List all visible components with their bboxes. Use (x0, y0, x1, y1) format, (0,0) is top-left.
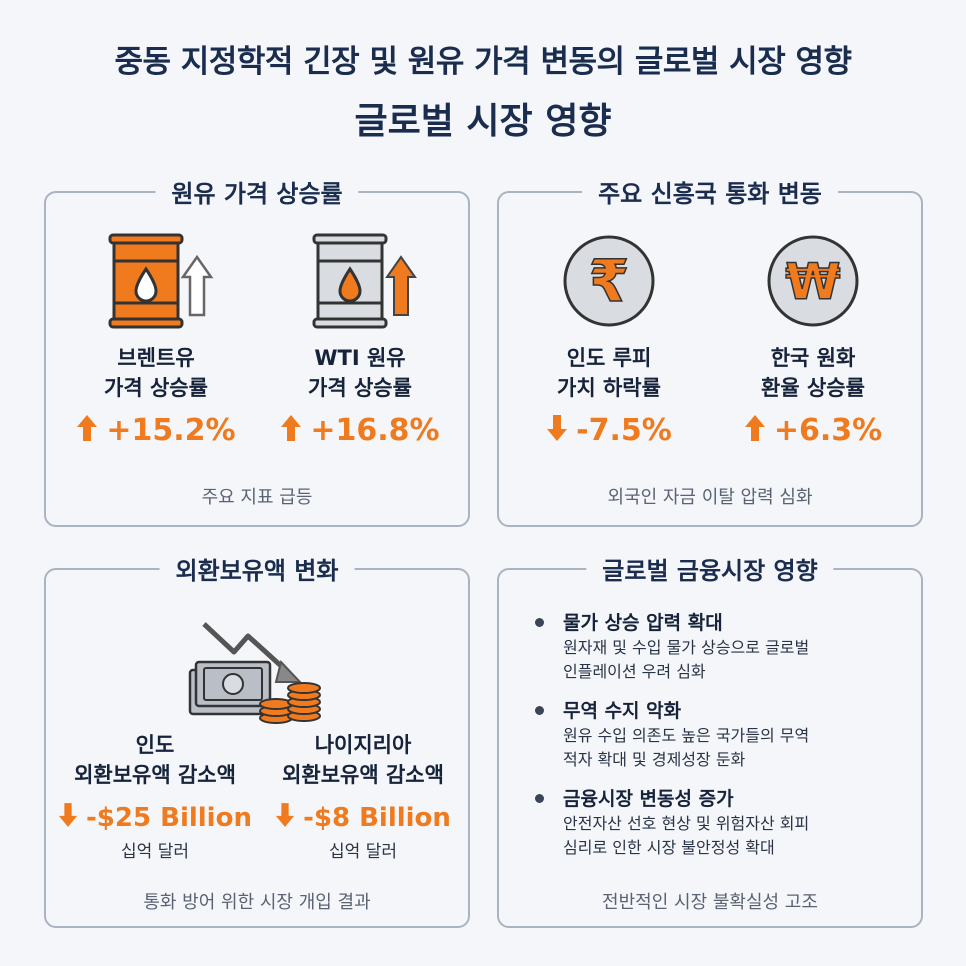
bullet-dot (535, 794, 544, 803)
wti-value: +16.8% (260, 413, 460, 448)
oil-barrel-orange-icon (108, 233, 214, 329)
nigeria-label-line2: 외환보유액 감소액 (282, 763, 444, 787)
nigeria-unit: 십억 달러 (329, 842, 397, 862)
wti-label-line1: WTI 원유 (314, 346, 406, 370)
oil-panel-title: 원유 가격 상승률 (155, 174, 359, 209)
impact-item-line1: 안전자산 선호 현상 및 위험자산 회피 (563, 814, 810, 833)
down-arrow-icon (275, 803, 295, 827)
impact-item-head: 무역 수지 악화 (563, 700, 682, 722)
impact-panel-footer: 전반적인 시장 불확실성 고조 (602, 892, 818, 913)
india-label-line2: 외환보유액 감소액 (74, 763, 236, 787)
brent-label-line1: 브렌트유 (117, 346, 195, 370)
impact-item-line1: 원자재 및 수입 물가 상승으로 글로벌 (563, 638, 810, 657)
impact-list: 물가 상승 압력 확대 원자재 및 수입 물가 상승으로 글로벌 인플레이션 우… (531, 610, 901, 874)
bullet-dot (535, 706, 544, 715)
currency-panel-footer: 외국인 자금 이탈 압력 심화 (607, 487, 813, 508)
up-arrow-icon (744, 415, 765, 441)
nigeria-value: -$8 Billion (260, 802, 466, 833)
oil-panel-footer: 주요 지표 급등 (201, 487, 313, 508)
inr-value-text: -7.5% (576, 413, 672, 448)
india-reserve-column: 인도 외환보유액 감소액 -$25 Billion 십억 달러 (52, 730, 258, 862)
impact-panel-title: 글로벌 금융시장 영향 (586, 551, 834, 586)
inr-label-line1: 인도 루피 (566, 346, 652, 370)
impact-item-head: 물가 상승 압력 확대 (563, 612, 723, 634)
inr-column: ₹ 인도 루피 가치 하락률 -7.5% (509, 233, 709, 448)
won-coin-icon: ₩ (767, 235, 859, 327)
list-item: 무역 수지 악화 원유 수입 의존도 높은 국가들의 무역 적자 확대 및 경제… (531, 698, 901, 772)
impact-item-head: 금융시장 변동성 증가 (563, 788, 734, 810)
down-arrow-icon (547, 415, 568, 441)
wti-label-line2: 가격 상승률 (308, 376, 412, 400)
reserves-panel-title: 외환보유액 변화 (159, 551, 355, 586)
page-title: 중동 지정학적 긴장 및 원유 가격 변동의 글로벌 시장 영향 (114, 44, 852, 80)
currency-panel-title: 주요 신흥국 통화 변동 (582, 174, 838, 209)
page-subtitle: 글로벌 시장 영향 (354, 101, 612, 142)
won-symbol: ₩ (785, 253, 840, 311)
currency-panel: 주요 신흥국 통화 변동 ₹ 인도 루피 가치 하락률 -7.5% ₩ 한국 원… (497, 174, 923, 527)
wti-value-text: +16.8% (310, 413, 440, 448)
krw-label-line2: 환율 상승률 (761, 376, 865, 400)
nigeria-reserve-column: 나이지리아 외환보유액 감소액 -$8 Billion 십억 달러 (260, 730, 466, 862)
list-item: 금융시장 변동성 증가 안전자산 선호 현상 및 위험자산 회피 심리로 인한 … (531, 786, 901, 860)
rupee-symbol: ₹ (589, 247, 629, 315)
krw-label-line1: 한국 원화 (770, 346, 856, 370)
impact-item-line2: 심리로 인한 시장 불안정성 확대 (563, 838, 775, 857)
india-unit: 십억 달러 (121, 842, 189, 862)
list-item: 물가 상승 압력 확대 원자재 및 수입 물가 상승으로 글로벌 인플레이션 우… (531, 610, 901, 684)
falling-money-icon (188, 622, 321, 724)
impact-item-line2: 인플레이션 우려 심화 (563, 662, 706, 681)
reserves-panel-footer: 통화 방어 위한 시장 개입 결과 (143, 892, 371, 913)
bullet-dot (535, 618, 544, 627)
rupee-coin-icon: ₹ (563, 235, 655, 327)
reserves-panel: 외환보유액 변화 인도 외환보유액 감소액 -$25 Billion 십억 달러 (44, 551, 470, 928)
nigeria-value-text: -$8 Billion (303, 803, 451, 833)
impact-panel: 글로벌 금융시장 영향 물가 상승 압력 확대 원자재 및 수입 물가 상승으로… (497, 551, 923, 928)
krw-value-text: +6.3% (773, 413, 883, 448)
impact-item-line1: 원유 수입 의존도 높은 국가들의 무역 (563, 726, 810, 745)
oil-barrel-gray-icon (312, 233, 417, 329)
brent-column: 브렌트유 가격 상승률 +15.2% (56, 233, 256, 448)
up-arrow-icon (77, 415, 98, 441)
oil-price-panel: 원유 가격 상승률 브렌트유 가격 상승률 +15.2% (44, 174, 470, 527)
brent-value-text: +15.2% (106, 413, 236, 448)
inr-value: -7.5% (509, 413, 709, 448)
nigeria-label-line1: 나이지리아 (314, 733, 412, 757)
wti-column: WTI 원유 가격 상승률 +16.8% (260, 233, 460, 448)
krw-value: +6.3% (713, 413, 913, 448)
india-label-line1: 인도 (135, 733, 175, 757)
up-arrow-icon (281, 415, 302, 441)
down-arrow-icon (58, 803, 78, 827)
krw-column: ₩ 한국 원화 환율 상승률 +6.3% (713, 233, 913, 448)
inr-label-line2: 가치 하락률 (557, 376, 661, 400)
brent-value: +15.2% (56, 413, 256, 448)
impact-item-line2: 적자 확대 및 경제성장 둔화 (563, 750, 746, 769)
india-value-text: -$25 Billion (86, 803, 252, 833)
india-value: -$25 Billion (52, 802, 258, 833)
brent-label-line2: 가격 상승률 (104, 376, 208, 400)
